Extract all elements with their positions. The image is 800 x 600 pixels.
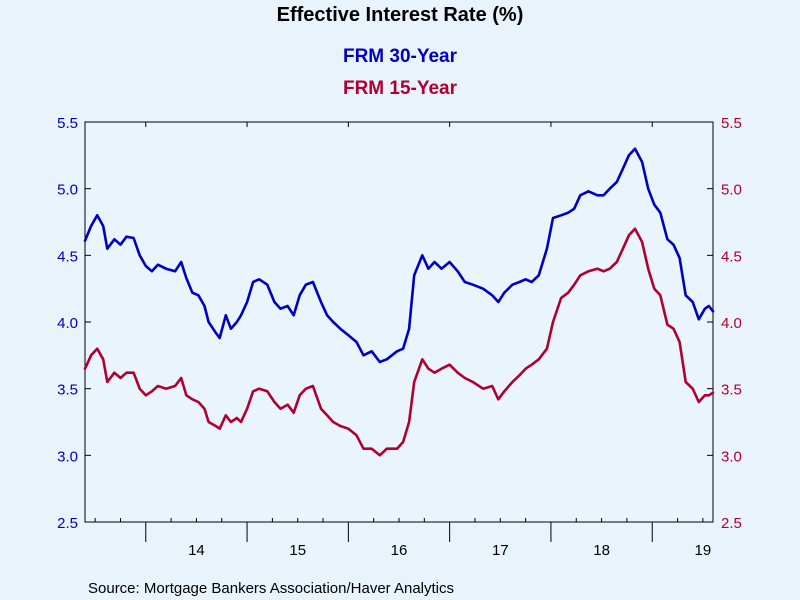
plot-area [84, 121, 714, 523]
x-tick-label: 17 [492, 542, 509, 559]
legend-frm30: FRM 30-Year [343, 46, 458, 67]
series-line-frm30 [83, 147, 715, 364]
y-left-tick-label: 2.5 [57, 515, 78, 532]
y-left-tick-label: 5.0 [57, 182, 78, 199]
y-left-tick-label: 3.5 [57, 382, 78, 399]
axes: 2.5 3.0 3.5 4.0 4.5 5.0 5.5 2.5 3.0 3.5 4.0 4.5 5.0 5… [57, 115, 742, 559]
y-right-tick-label: 5.0 [721, 182, 742, 199]
x-tick-label: 15 [289, 542, 306, 559]
x-tick-label: 18 [593, 542, 610, 559]
y-right-tick-label: 4.5 [721, 248, 742, 265]
y-right-tick-label: 3.5 [721, 382, 742, 399]
y-right-tick-label: 4.0 [721, 315, 742, 332]
series-line-frm15 [83, 227, 715, 457]
x-tick-label: 16 [391, 542, 408, 559]
y-right-tick-label: 3.0 [721, 448, 742, 465]
series [83, 147, 715, 457]
source-note: Source: Mortgage Bankers Association/Hav… [88, 580, 454, 597]
legend-frm15: FRM 15-Year [343, 78, 458, 99]
chart-title: Effective Interest Rate (%) [277, 4, 524, 26]
y-left-tick-label: 4.5 [57, 248, 78, 265]
y-left-tick-label: 5.5 [57, 115, 78, 132]
x-tick-label: 14 [188, 542, 205, 559]
y-left-tick-label: 4.0 [57, 315, 78, 332]
y-right-tick-label: 2.5 [721, 515, 742, 532]
y-right-tick-label: 5.5 [721, 115, 742, 132]
x-tick-label: 19 [695, 542, 712, 559]
y-left-tick-label: 3.0 [57, 448, 78, 465]
